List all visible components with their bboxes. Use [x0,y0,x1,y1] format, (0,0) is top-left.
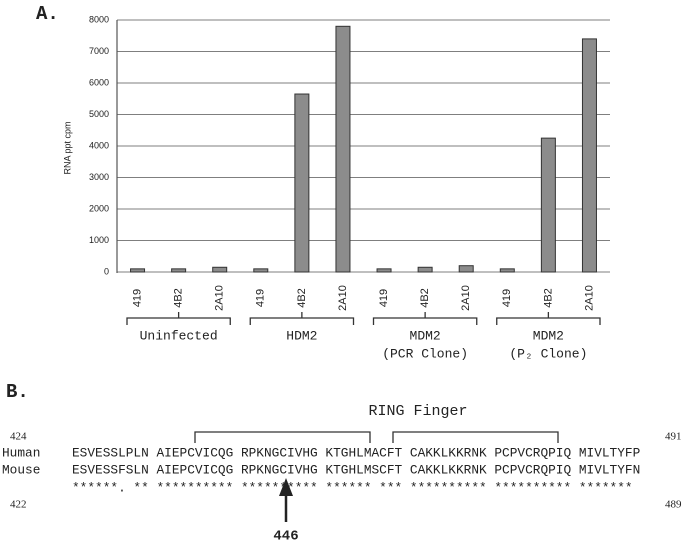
x-tick-label: 2A10 [337,285,349,311]
y-tick-label: 8000 [89,14,109,24]
x-tick-label: 4B2 [296,288,308,308]
residue-number: 489 [665,499,682,511]
bar [253,268,269,273]
species: Human [2,445,40,460]
y-tick-label: 5000 [89,109,109,119]
residue-number: 424 [10,431,27,443]
group-label: (PCR Clone) [382,346,468,361]
ring-bracket [194,431,371,443]
bar [130,268,146,273]
bar [335,25,351,273]
group-bracket [372,312,478,325]
marker-label: 446 [273,529,298,545]
residue-number: 491 [665,431,682,443]
residue-number: 422 [10,499,27,511]
bar [294,93,310,273]
species: Mouse [2,462,40,477]
y-tick-label: 6000 [89,77,109,87]
group-bracket [496,312,601,325]
bar [499,268,515,273]
domain-title: RING Finger [368,403,467,420]
panel-label: A. [36,3,59,25]
y-tick-label: 7000 [89,46,109,56]
sequence: ESVESSLPLN AIEPCVICQG RPKNGCIVHG KTGHLMA… [72,445,640,460]
x-tick-label: 2A10 [460,285,472,311]
group-bracket [126,312,231,325]
y-tick-label: 1000 [89,235,109,245]
bar [458,265,474,273]
bar [540,137,556,273]
x-tick-label: 2A10 [583,285,595,311]
x-tick-label: 4B2 [419,288,431,308]
bar [581,38,597,273]
group-label: MDM2 [533,328,564,343]
panel-label: B. [6,381,29,403]
x-tick-label: 4B2 [542,288,554,308]
conservation: ******. ** ********** ********** ****** … [72,480,633,495]
y-axis-label: RNA ppt cpm [62,121,72,174]
arrow-head [279,478,293,496]
y-tick-label: 4000 [89,140,109,150]
bar [417,266,433,273]
y-tick-label: 0 [104,266,109,276]
group-label: HDM2 [286,328,317,343]
group-bracket [249,312,355,325]
x-tick-label: 419 [501,289,513,307]
y-tick-label: 2000 [89,203,109,213]
bar [376,268,392,273]
ring-bracket [392,431,559,443]
group-label: (P₂ Clone) [509,346,587,361]
y-tick-label: 3000 [89,172,109,182]
x-tick-label: 4B2 [173,288,185,308]
x-tick-label: 419 [378,289,390,307]
group-label: MDM2 [410,328,441,343]
bar [212,266,228,273]
x-tick-label: 419 [131,289,143,307]
bar [171,268,187,273]
sequence: ESVESSFSLN AIEPCVICQG RPKNGCIVHG KTGHLMS… [72,462,640,477]
group-label: Uninfected [140,328,218,343]
x-tick-label: 2A10 [214,285,226,311]
x-tick-label: 419 [255,289,267,307]
